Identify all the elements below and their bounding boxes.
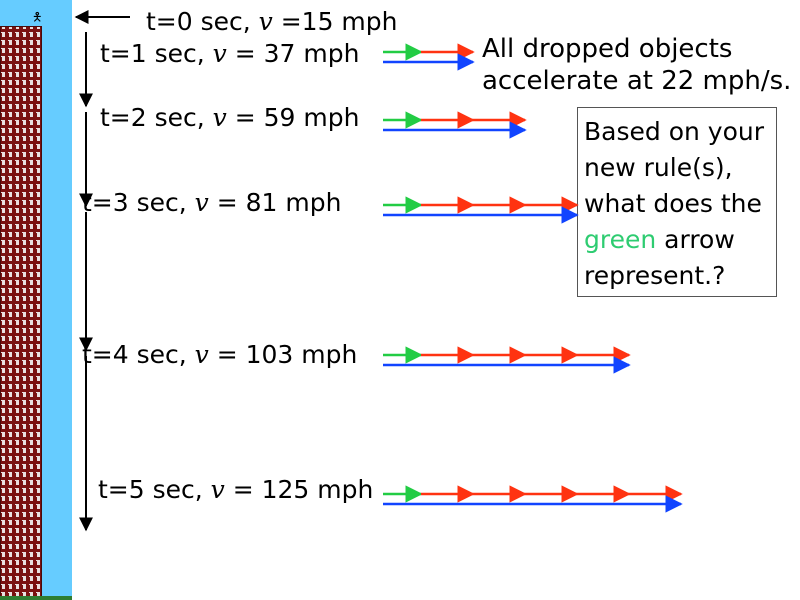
label-t1: t=1 sec, v = 37 mph — [100, 39, 360, 68]
question-line-5: represent.? — [584, 261, 726, 290]
question-line-1: Based on your — [584, 117, 764, 146]
question-line-4: green arrow — [584, 225, 735, 254]
label-t4: t=4 sec, v = 103 mph — [82, 340, 358, 369]
question-line-2: new rule(s), — [584, 153, 733, 182]
acceleration-statement: All dropped objects accelerate at 22 mph… — [482, 33, 791, 97]
brick-building — [0, 26, 42, 598]
ground-strip — [0, 596, 72, 600]
label-t2: t=2 sec, v = 59 mph — [100, 103, 360, 132]
person-on-roof-icon: 🯅 — [32, 10, 43, 24]
green-word: green — [584, 225, 657, 254]
statement-line-1: All dropped objects — [482, 34, 733, 64]
label-t5: t=5 sec, v = 125 mph — [98, 475, 374, 504]
question-box: Based on your new rule(s), what does the… — [577, 107, 777, 297]
question-line-3: what does the — [584, 189, 762, 218]
label-t3: t=3 sec, v = 81 mph — [82, 188, 342, 217]
statement-line-2: accelerate at 22 mph/s. — [482, 66, 792, 96]
velocity-vector-rows — [383, 43, 683, 513]
label-t0: t=0 sec, v =15 mph — [146, 7, 398, 36]
